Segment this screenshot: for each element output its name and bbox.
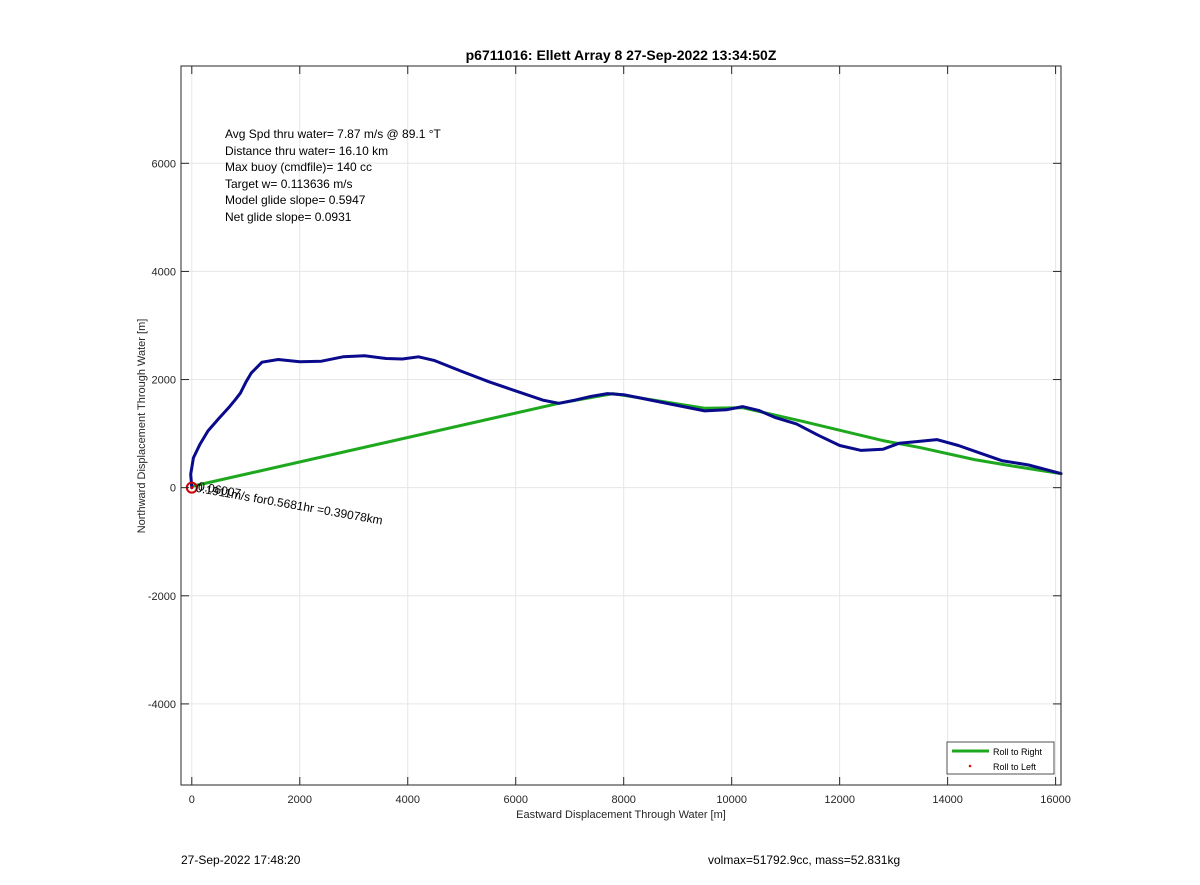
x-tick-labels: 0 2000 4000 6000 8000 10000 12000 14000 16000 — [189, 794, 1071, 806]
x-tick-label: 2000 — [288, 794, 312, 806]
legend: Roll to Right Roll to Left — [946, 741, 1055, 775]
start-marker-dot — [190, 486, 194, 490]
stats-line-distance: Distance thru water= 16.10 km — [225, 144, 388, 158]
grid — [181, 66, 1061, 785]
footer-volmax: volmax=51792.9cc, mass=52.831kg — [708, 853, 900, 867]
stats-line-net-glide: Net glide slope= 0.0931 — [225, 210, 352, 224]
stats-line-target-w: Target w= 0.113636 m/s — [225, 177, 353, 191]
x-tick-label: 16000 — [1040, 794, 1071, 806]
stats-line-model-glide: Model glide slope= 0.5947 — [225, 193, 366, 207]
series-line-blue — [189, 354, 1063, 490]
stats-line-max-buoy: Max buoy (cmdfile)= 140 cc — [225, 160, 372, 174]
x-tick-label: 6000 — [503, 794, 527, 806]
axes — [180, 65, 1063, 786]
y-tick-label: 4000 — [152, 266, 176, 278]
y-tick-labels: -4000 -2000 0 2000 4000 6000 — [148, 158, 176, 711]
chart-title: p6711016: Ellett Array 8 27-Sep-2022 13:… — [466, 47, 777, 63]
stats-text-block: Avg Spd thru water= 7.87 m/s @ 89.1 °T D… — [225, 127, 442, 224]
x-axis-label: Eastward Displacement Through Water [m] — [516, 809, 726, 821]
footer-timestamp: 27-Sep-2022 17:48:20 — [181, 853, 301, 867]
y-tick-label: -2000 — [148, 591, 176, 603]
y-axis-label: Northward Displacement Through Water [m] — [136, 319, 148, 534]
legend-box — [946, 741, 1055, 775]
legend-dot-roll-left — [968, 764, 972, 768]
stats-line-avg-speed: Avg Spd thru water= 7.87 m/s @ 89.1 °T — [225, 127, 442, 141]
y-tick-label: 0 — [170, 483, 176, 495]
y-tick-label: 6000 — [152, 158, 176, 170]
x-tick-label: 8000 — [611, 794, 635, 806]
plot-area — [181, 66, 1061, 785]
legend-label-roll-left: Roll to Left — [993, 762, 1037, 772]
ticks — [181, 66, 1061, 785]
x-tick-label: 0 — [189, 794, 195, 806]
y-tick-label: 2000 — [152, 375, 176, 387]
axes-frame — [180, 65, 1062, 786]
x-tick-label: 10000 — [716, 794, 747, 806]
x-tick-label: 4000 — [396, 794, 420, 806]
x-tick-label: 12000 — [824, 794, 855, 806]
y-tick-label: -4000 — [148, 699, 176, 711]
legend-label-roll-right: Roll to Right — [993, 747, 1043, 757]
x-tick-label: 14000 — [932, 794, 963, 806]
